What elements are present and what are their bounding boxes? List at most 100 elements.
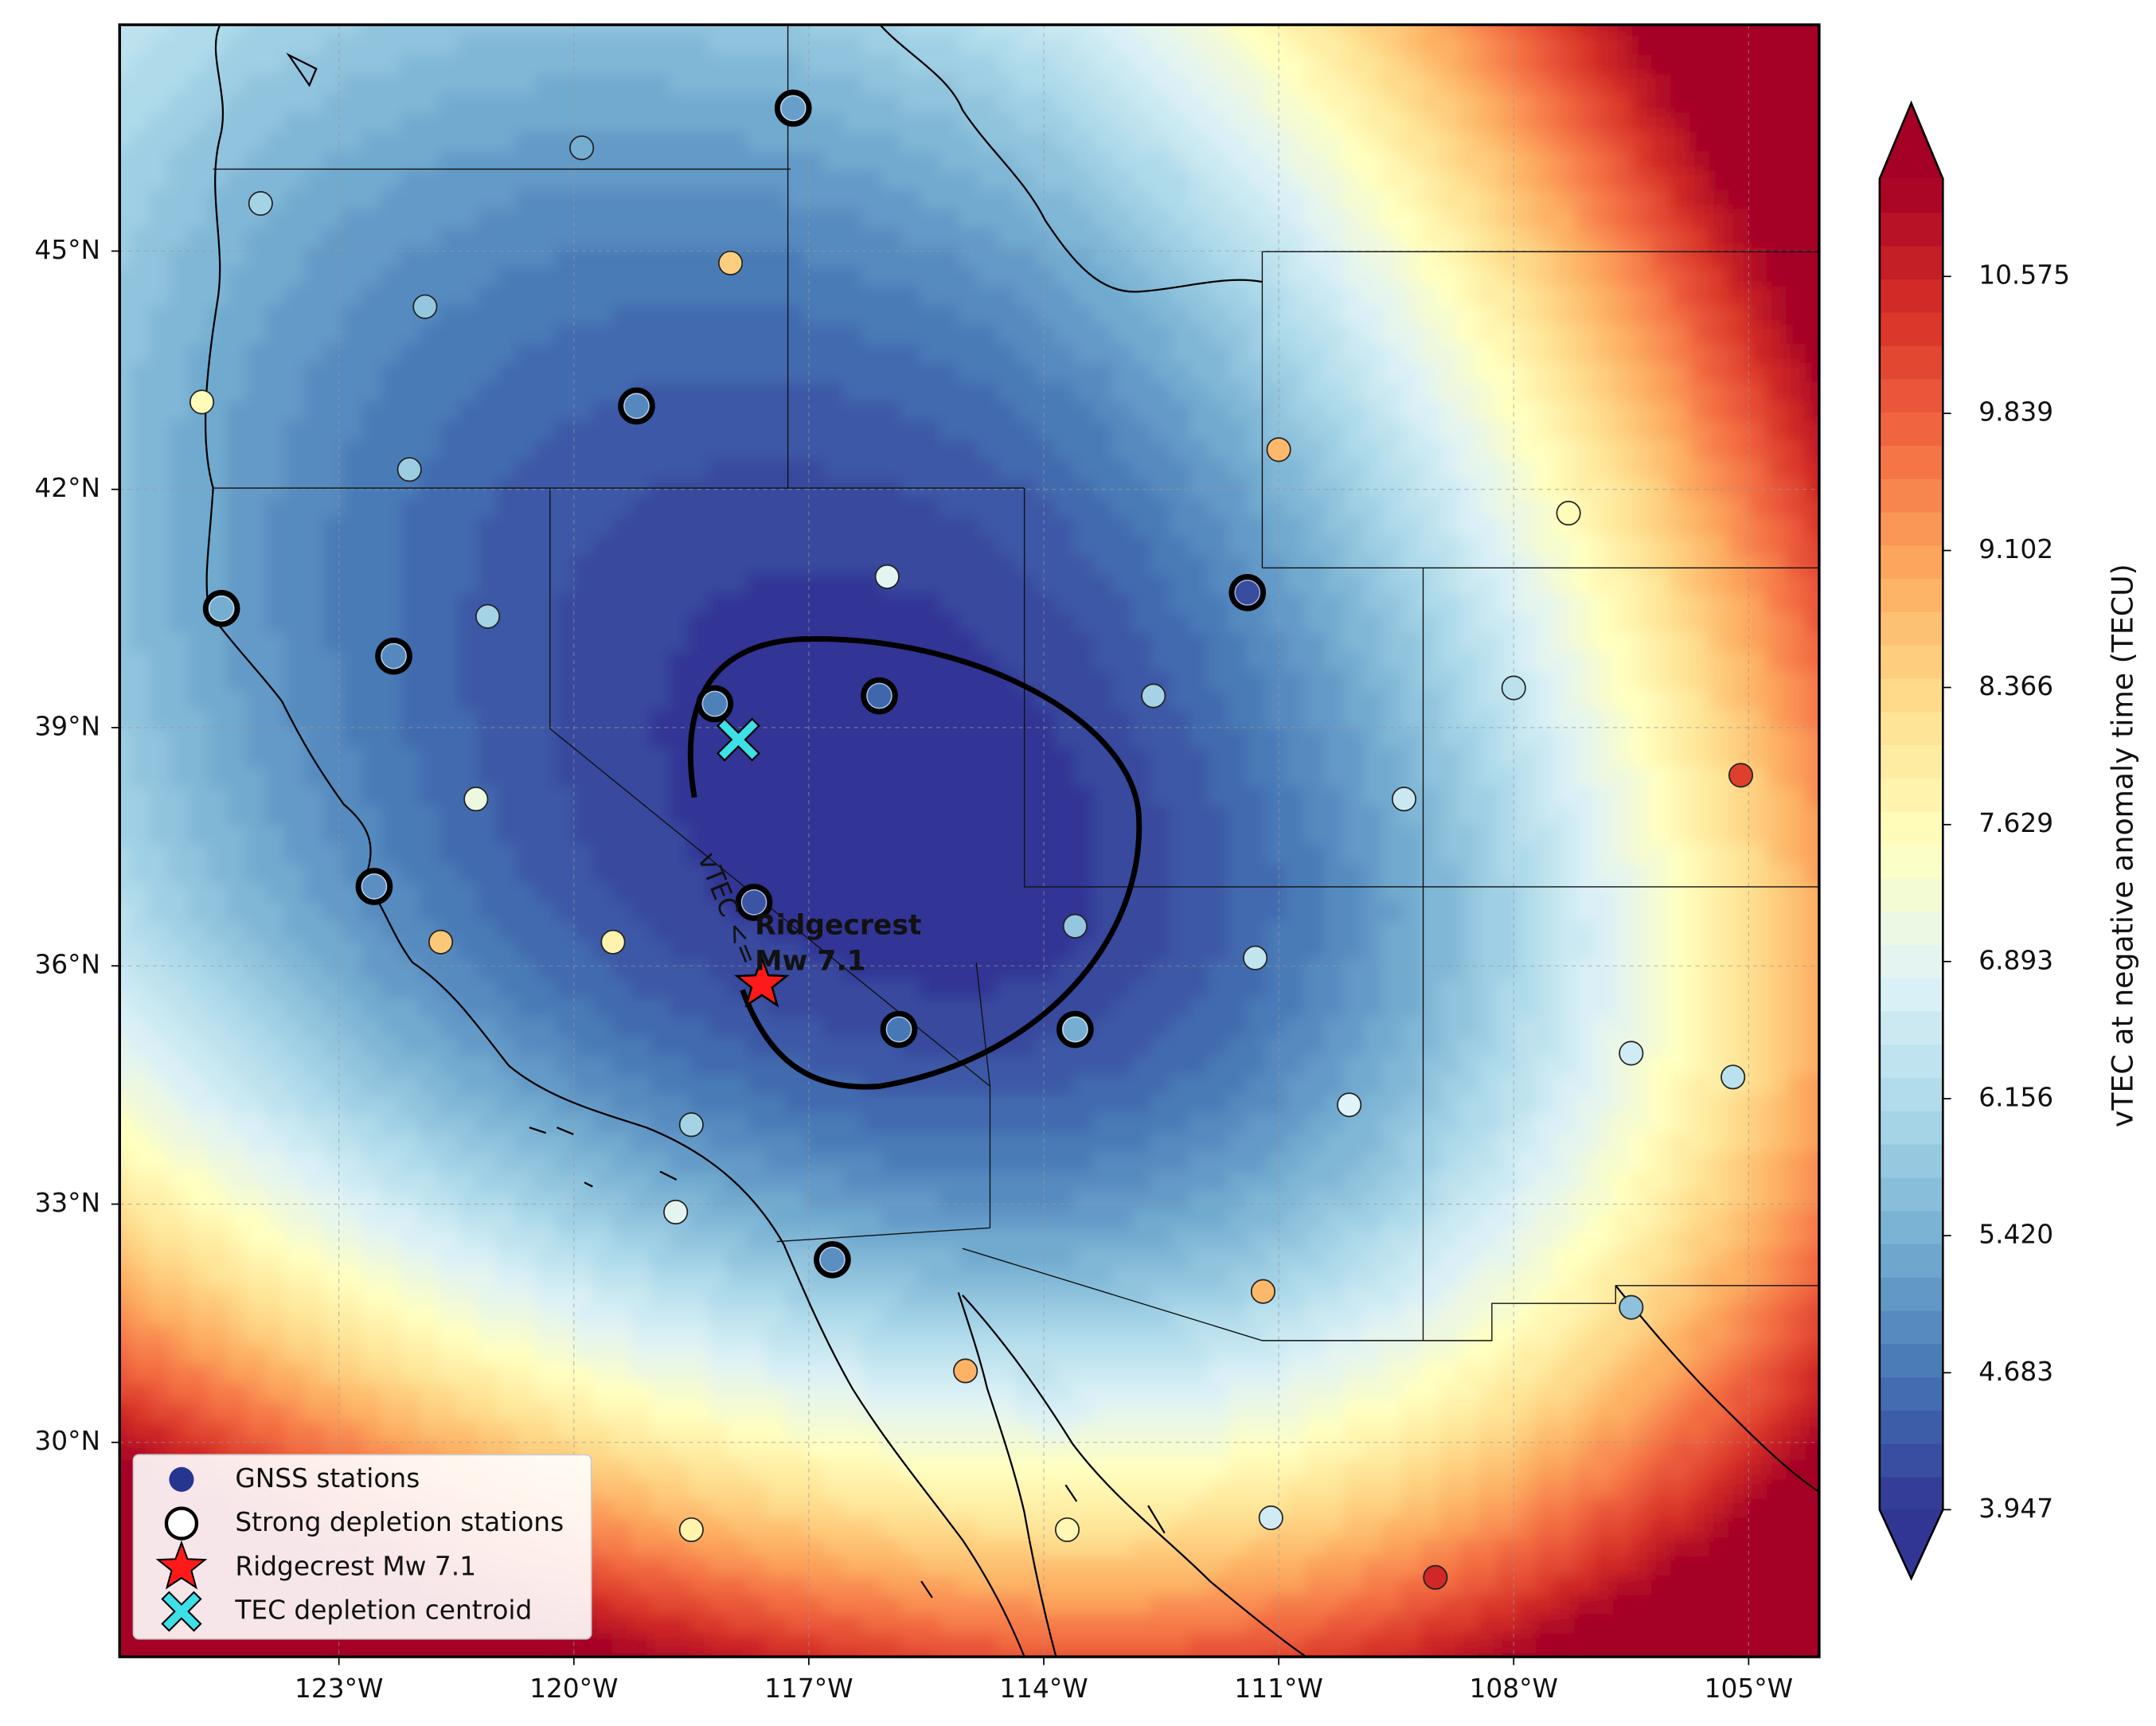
gnss-station — [1556, 502, 1580, 525]
strong-depletion-station — [864, 680, 896, 712]
x-tick-label: 108°W — [1470, 1673, 1558, 1704]
colorbar-band — [1880, 1244, 1943, 1278]
x-tick-label: 117°W — [764, 1673, 853, 1704]
gnss-station — [664, 1201, 687, 1224]
colorbar-band — [1880, 1343, 1943, 1377]
gnss-station — [1252, 1280, 1275, 1303]
colorbar-band — [1880, 478, 1943, 513]
strong-depletion-station — [1232, 576, 1264, 608]
colorbar-band — [1880, 744, 1943, 779]
colorbar: 3.9474.6835.4206.1566.8937.6298.3669.102… — [1880, 103, 2070, 1579]
gnss-station — [398, 458, 421, 481]
strong-depletion-station — [699, 688, 731, 720]
colorbar-tick-label: 6.156 — [1978, 1083, 2053, 1113]
strong-depletion-station — [358, 871, 390, 903]
gnss-station — [1267, 438, 1290, 461]
colorbar-tick-label: 8.366 — [1978, 671, 2053, 701]
colorbar-tick-label: 3.947 — [1978, 1494, 2053, 1524]
colorbar-band — [1880, 1144, 1943, 1178]
y-tick-label: 30°N — [34, 1426, 100, 1456]
colorbar-tick-label: 6.893 — [1978, 945, 2053, 975]
colorbar-band — [1880, 944, 1943, 978]
colorbar-band — [1880, 511, 1943, 545]
gnss-station — [1064, 915, 1087, 938]
legend-label: Strong depletion stations — [235, 1507, 564, 1537]
gnss-station — [249, 192, 272, 215]
colorbar-band — [1880, 345, 1943, 379]
gnss-station — [1142, 684, 1165, 707]
colorbar-band — [1880, 1111, 1943, 1145]
gnss-station — [1619, 1295, 1642, 1318]
strong-depletion-station — [817, 1244, 849, 1275]
colorbar-band — [1880, 312, 1943, 346]
y-tick-label: 39°N — [34, 711, 100, 741]
gnss-station — [1260, 1506, 1283, 1529]
colorbar-band — [1880, 1277, 1943, 1311]
strong-depletion-station — [1060, 1013, 1092, 1045]
x-tick-label: 105°W — [1705, 1673, 1793, 1704]
colorbar-band — [1880, 877, 1943, 912]
field-cells — [92, 0, 1865, 1693]
colorbar-band — [1880, 911, 1943, 945]
legend-marker — [169, 1467, 193, 1492]
gnss-station — [601, 931, 624, 954]
colorbar-label: vTEC at negative anomaly time (TECU) — [2105, 564, 2139, 1127]
colorbar-band — [1880, 545, 1943, 579]
gnss-station — [1056, 1518, 1079, 1541]
event-label: Ridgecrest — [755, 910, 921, 942]
x-tick-label: 114°W — [999, 1673, 1088, 1704]
colorbar-band — [1880, 1410, 1943, 1444]
gnss-station — [1338, 1093, 1361, 1116]
gnss-station — [1502, 676, 1525, 699]
colorbar-band — [1880, 778, 1943, 812]
colorbar-tick-label: 9.102 — [1978, 534, 2053, 564]
gnss-station — [680, 1113, 703, 1136]
strong-depletion-station — [205, 592, 237, 624]
gnss-station — [190, 390, 213, 413]
y-tick-label: 36°N — [34, 950, 100, 980]
colorbar-band — [1880, 1477, 1943, 1511]
gnss-station — [1729, 763, 1752, 787]
gnss-station — [954, 1359, 977, 1382]
colorbar-band — [1880, 179, 1943, 213]
colorbar-band — [1880, 1377, 1943, 1411]
colorbar-band — [1880, 978, 1943, 1012]
gnss-station — [1619, 1041, 1642, 1064]
colorbar-band — [1880, 1044, 1943, 1078]
y-tick-label: 33°N — [34, 1188, 100, 1218]
gnss-station — [1244, 947, 1267, 970]
legend: GNSS stations Strong depletion stations … — [134, 1455, 592, 1638]
legend-label: Ridgecrest Mw 7.1 — [235, 1551, 476, 1581]
strong-depletion-station — [883, 1013, 915, 1045]
colorbar-band — [1880, 1310, 1943, 1345]
x-tick-label: 123°W — [295, 1673, 383, 1704]
colorbar-band — [1880, 844, 1943, 878]
colorbar-band — [1880, 1210, 1943, 1244]
event-label: Mw 7.1 — [755, 945, 865, 977]
gnss-station — [429, 931, 452, 954]
strong-depletion-station — [378, 640, 410, 672]
colorbar-band — [1880, 1443, 1943, 1478]
x-tick-label: 120°W — [529, 1673, 618, 1704]
colorbar-band — [1880, 711, 1943, 745]
y-tick-label: 42°N — [34, 473, 100, 503]
gnss-station — [1721, 1065, 1744, 1088]
colorbar-band — [1880, 811, 1943, 845]
vtec-field — [92, 0, 1865, 1693]
colorbar-band — [1880, 678, 1943, 712]
gnss-station — [719, 252, 742, 275]
gnss-station — [876, 565, 899, 588]
legend-label: TEC depletion centroid — [234, 1595, 532, 1626]
gnss-station — [570, 136, 593, 159]
gnss-station — [464, 787, 487, 810]
gnss-station — [476, 605, 499, 628]
colorbar-band — [1880, 279, 1943, 313]
x-tick-label: 111°W — [1234, 1673, 1322, 1704]
colorbar-band — [1880, 378, 1943, 412]
gnss-station — [413, 295, 436, 318]
colorbar-tick-label: 9.839 — [1978, 397, 2053, 428]
colorbar-band — [1880, 645, 1943, 679]
colorbar-band — [1880, 212, 1943, 246]
